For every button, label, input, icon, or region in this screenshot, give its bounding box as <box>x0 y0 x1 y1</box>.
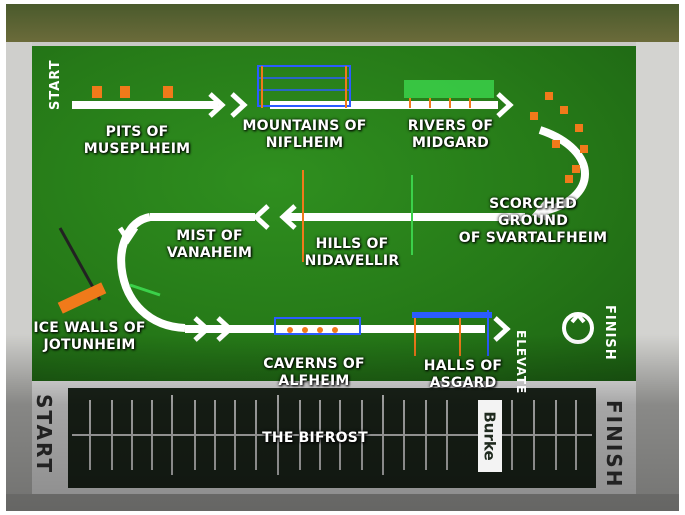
zone-label-nidavellir: HILLS OF NIDAVELLIR <box>304 236 400 269</box>
course-drawing <box>57 65 594 475</box>
track-curve-right <box>538 126 589 216</box>
concrete-left <box>6 42 32 511</box>
track-segment-4 <box>150 213 255 221</box>
burke-logo: Burke <box>478 400 502 472</box>
ice-wall-structure <box>57 227 161 314</box>
concrete-bottom <box>6 494 679 511</box>
pit-block <box>92 86 102 98</box>
track-segment-2 <box>270 101 498 109</box>
bifrost-title: THE BIFROST <box>262 430 368 446</box>
arrow-chevron <box>531 198 553 223</box>
concrete-right <box>636 42 679 511</box>
zone-label-svartalfheim: SCORCHED GROUND OF SVARTALFHEIM <box>458 196 608 246</box>
course-start-label: START <box>48 59 63 110</box>
arrow-chevron <box>216 316 234 342</box>
bifrost-finish-label: FINISH <box>602 400 626 489</box>
finish-logo-arrow-icon <box>570 311 586 324</box>
zone-label-alfheim: CAVERNS OF ALFHEIM <box>263 356 365 389</box>
arrow-chevron <box>230 92 248 118</box>
arrow-chevron <box>493 316 511 342</box>
arrow-chevron <box>117 226 139 245</box>
course-finish-label: FINISH <box>602 305 617 361</box>
zone-label-midgard: RIVERS OF MIDGARD <box>407 118 494 151</box>
grass-border <box>6 4 679 42</box>
caverns-structure <box>274 317 361 335</box>
zone-label-vanaheim: MIST OF VANAHEIM <box>166 228 253 261</box>
river-rings-structure <box>404 80 494 108</box>
arrow-chevron <box>208 92 226 118</box>
arrow-chevron <box>193 316 211 342</box>
track-curve-left <box>117 213 186 332</box>
zone-label-asgard: HALLS OF ASGARD <box>423 358 503 391</box>
finish-logo-icon <box>562 312 594 344</box>
burke-logo-text: Burke <box>481 411 500 461</box>
bifrost-lanes <box>72 395 592 475</box>
bifrost-field <box>68 388 596 488</box>
track-segment-1 <box>72 101 218 109</box>
pit-block <box>163 86 173 98</box>
track-segment-3 <box>285 213 525 221</box>
arrow-chevron <box>252 204 270 230</box>
arrow-chevron <box>496 92 514 118</box>
stepping-stones <box>530 92 588 183</box>
zone-label-jotunheim: ICE WALLS OF JOTUNHEIM <box>33 320 146 353</box>
zone-label-muspelheim: PITS OF MUSEPLHEIM <box>83 124 191 157</box>
asgard-structure <box>412 310 492 356</box>
zone-label-niflheim: MOUNTAINS OF NIFLHEIM <box>242 118 367 151</box>
arrow-chevron <box>279 204 297 230</box>
pit-block <box>120 86 130 98</box>
cargo-net-structure <box>257 65 351 108</box>
bifrost-start-label: START <box>32 394 56 475</box>
